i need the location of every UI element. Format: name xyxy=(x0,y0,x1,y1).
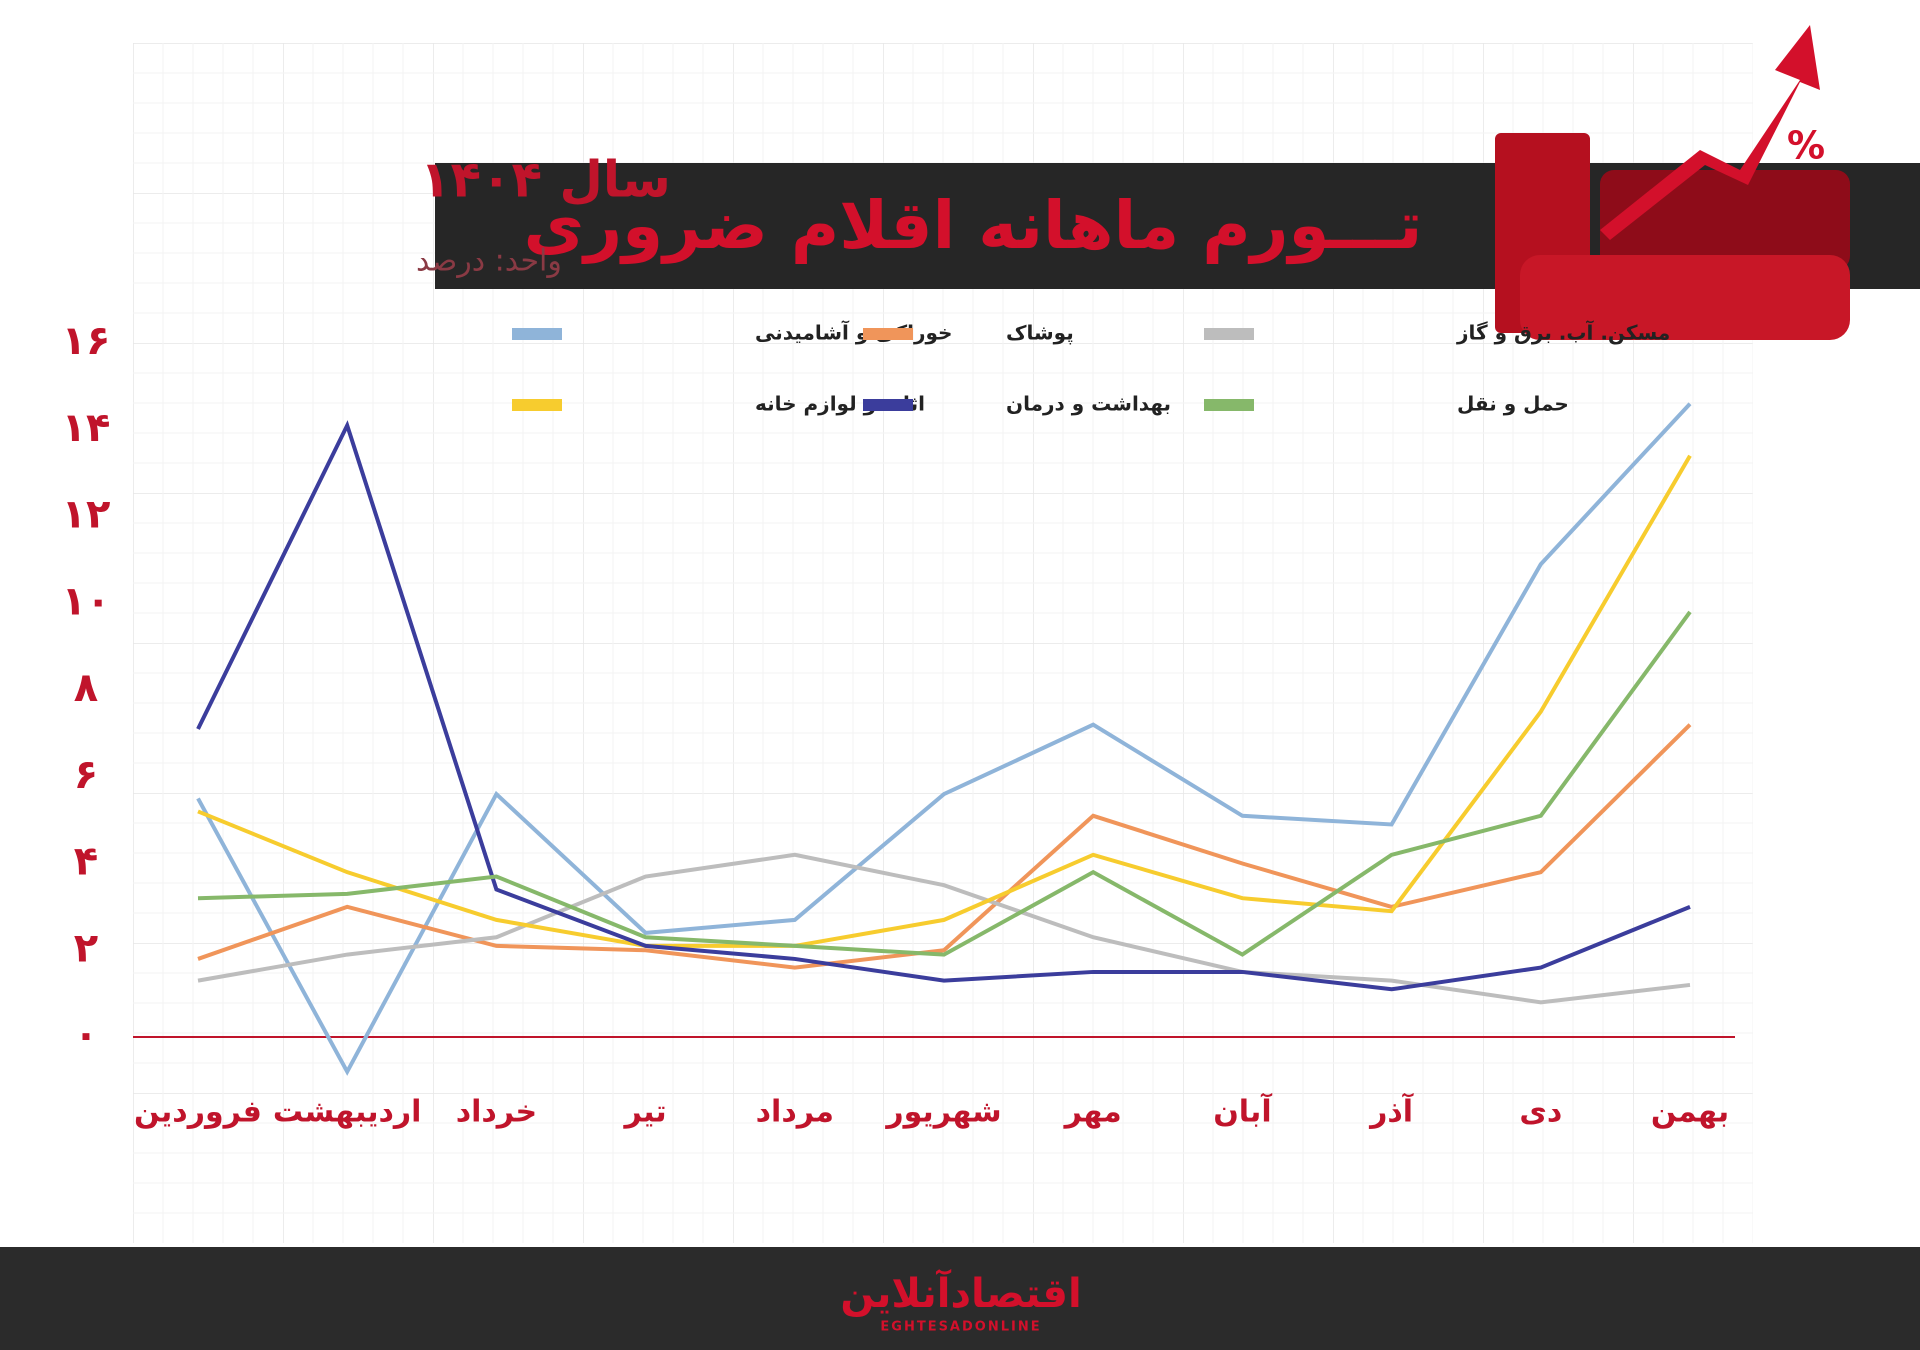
legend-swatch xyxy=(512,399,562,411)
legend-swatch xyxy=(1204,399,1254,411)
legend-swatch xyxy=(1204,328,1254,340)
x-tick-label: خرداد xyxy=(456,1095,537,1130)
series-line xyxy=(196,402,1692,1076)
series-line xyxy=(196,420,1691,992)
x-tick-label: بهمن xyxy=(1651,1095,1729,1130)
y-tick-label: ۲ xyxy=(74,925,98,971)
series-line xyxy=(197,723,1692,970)
footer-logo-latin: EGHTESADONLINE xyxy=(880,1320,1041,1335)
footer-logo: اقتصادآنلاین xyxy=(840,1268,1081,1317)
legend-swatch xyxy=(512,328,562,340)
header-icon: % xyxy=(1495,25,1850,340)
legend-label: مسکن. آب. برق و گاز xyxy=(1456,320,1670,345)
series-line xyxy=(197,454,1692,948)
y-tick-label: ۸ xyxy=(74,665,98,711)
y-tick-label: ۱۲ xyxy=(62,492,111,538)
x-tick-label: مهر xyxy=(1063,1095,1122,1130)
legend-swatch xyxy=(863,399,913,411)
series-line xyxy=(197,852,1691,1005)
y-tick-label: ۱۶ xyxy=(62,318,111,364)
legend-label: حمل و نقل xyxy=(1457,392,1569,416)
y-tick-label: ۰ xyxy=(74,1012,98,1058)
svg-text:%: % xyxy=(1787,124,1825,168)
x-tick-label: شهریور xyxy=(884,1095,1001,1130)
x-tick-label: آذر xyxy=(1368,1093,1414,1130)
x-tick-label: مرداد xyxy=(756,1095,834,1130)
y-tick-label: ۱۰ xyxy=(62,578,111,624)
unit-label: واحد: درصد xyxy=(416,244,562,279)
legend-label: خوراکی و آشامیدنی xyxy=(755,320,952,345)
y-tick-label: ۶ xyxy=(74,752,98,798)
series-line xyxy=(197,610,1692,957)
legend-label: بهداشت و درمان xyxy=(1006,392,1171,416)
legend-swatch xyxy=(863,328,913,340)
x-tick-label: فروردین xyxy=(134,1095,262,1130)
footer-bar xyxy=(0,1247,1920,1350)
chart-subtitle: سال ۱۴۰۴ xyxy=(420,151,671,209)
y-tick-label: ۱۴ xyxy=(62,405,111,451)
x-tick-label: تیر xyxy=(623,1095,667,1130)
x-tick-label: آبان xyxy=(1213,1093,1272,1130)
chart-title: تـــورم ماهانه اقلام ضروری xyxy=(524,187,1423,265)
x-tick-label: اردیبهشت xyxy=(273,1095,422,1130)
x-tick-label: دی xyxy=(1519,1095,1562,1130)
legend-label: پوشاک xyxy=(1006,321,1074,346)
y-tick-label: ۴ xyxy=(74,839,98,885)
